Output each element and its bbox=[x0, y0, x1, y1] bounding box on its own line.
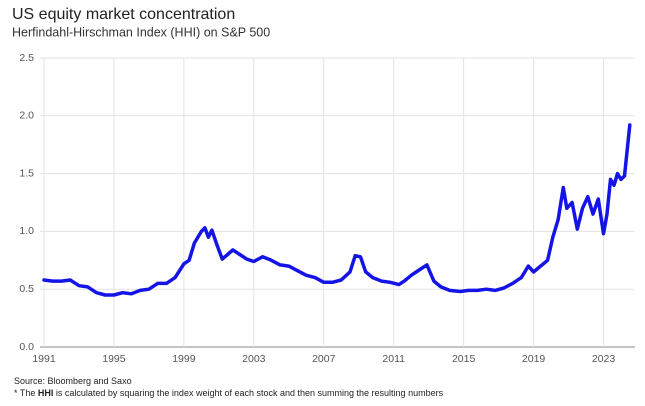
x-tick-label: 1999 bbox=[172, 353, 196, 365]
chart-title: US equity market concentration bbox=[12, 6, 235, 23]
footnote-text: * The bbox=[14, 388, 38, 398]
chart-subtitle: Herfindahl-Hirschman Index (HHI) on S&P … bbox=[12, 25, 270, 39]
chart: US equity market concentration Herfindah… bbox=[12, 6, 635, 365]
x-tick-label: 2019 bbox=[522, 353, 546, 365]
y-tick-label: 0.5 bbox=[19, 283, 34, 295]
footnote: * The HHI is calculated by squaring the … bbox=[14, 388, 443, 398]
y-tick-label: 0.0 bbox=[19, 341, 34, 353]
source: Source: Bloomberg and Saxo bbox=[14, 376, 132, 386]
y-tick-label: 1.5 bbox=[19, 167, 34, 179]
footnote-bold: HHI bbox=[37, 388, 54, 398]
y-tick-label: 2.5 bbox=[19, 52, 34, 64]
x-tick-label: 2003 bbox=[242, 353, 266, 365]
y-tick-label: 2.0 bbox=[19, 110, 34, 122]
footnote-text: is calculated by squaring the index weig… bbox=[53, 388, 444, 398]
y-tick-label: 1.0 bbox=[19, 225, 34, 237]
x-tick-label: 2007 bbox=[312, 353, 336, 365]
x-tick-label: 2011 bbox=[382, 353, 405, 365]
x-tick-label: 2023 bbox=[592, 353, 616, 365]
x-tick-label: 1991 bbox=[32, 353, 56, 365]
x-tick-label: 2015 bbox=[452, 353, 476, 365]
data-line bbox=[42, 123, 632, 297]
x-tick-label: 1995 bbox=[102, 353, 126, 365]
